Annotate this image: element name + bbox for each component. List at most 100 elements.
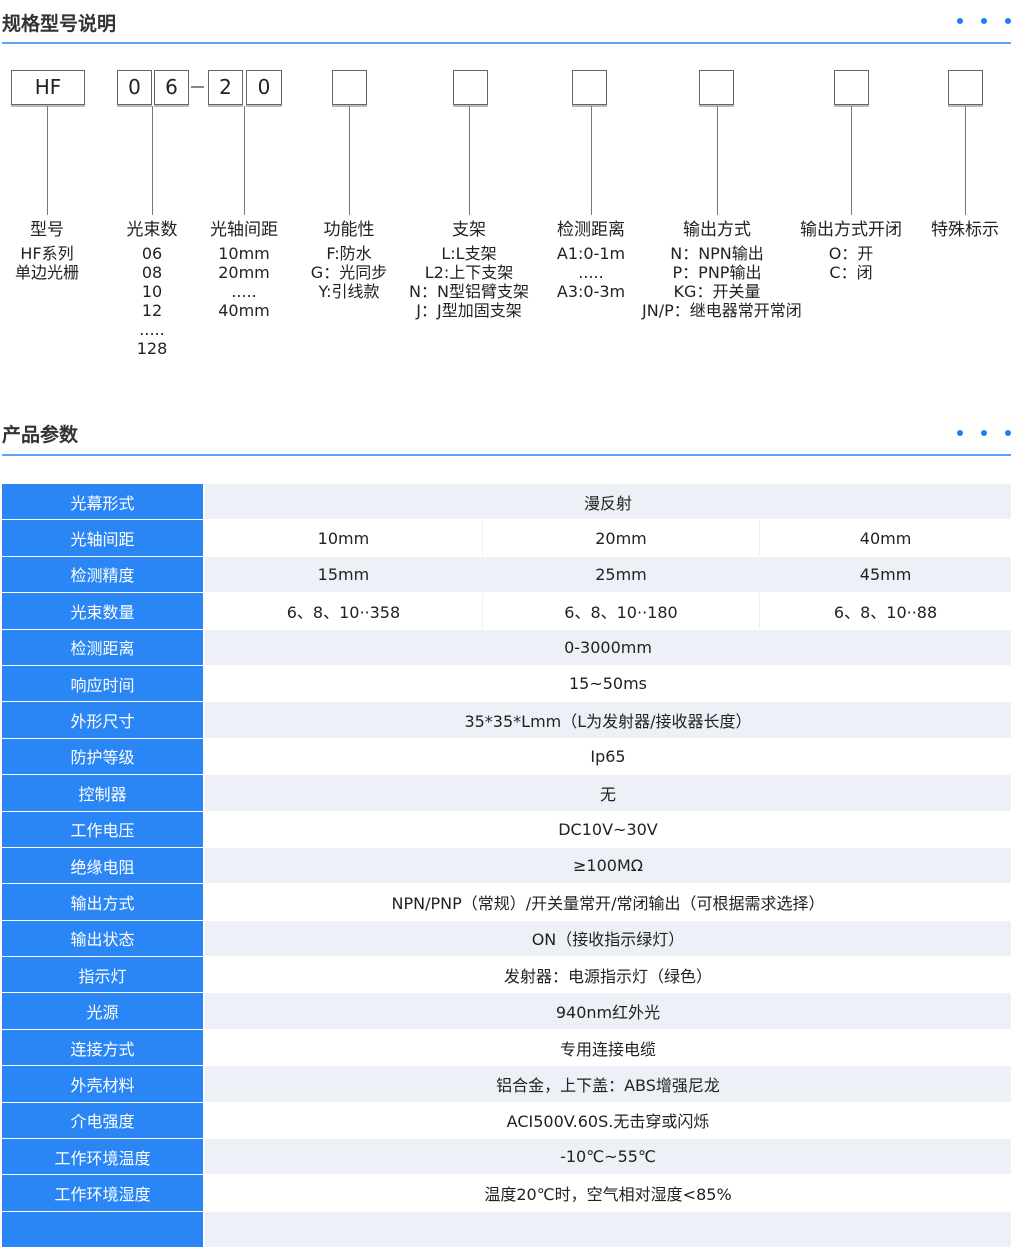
column-heading: 支架 (452, 220, 486, 240)
table-row: 工作环境湿度 温度20℃时，空气相对湿度<85% (2, 1174, 1011, 1212)
connector-line (717, 106, 718, 215)
connector-line (349, 106, 350, 215)
param-value: 0-3000mm (204, 629, 1011, 666)
column-heading: 检测距离 (557, 220, 625, 240)
param-value: 15mm (204, 556, 483, 594)
column-heading: 光轴间距 (210, 220, 278, 240)
table-row (2, 1211, 1011, 1248)
param-name: 光轴间距 (2, 519, 205, 557)
param-value: 35*35*Lmm（L为发射器/接收器长度） (204, 701, 1011, 739)
table-row: 外形尺寸 35*35*Lmm（L为发射器/接收器长度） (2, 701, 1011, 739)
table-row: 输出方式 NPN/PNP（常规）/开关量常开/常闭输出（可根据需求选择） (2, 883, 1011, 921)
param-name: 指示灯 (2, 956, 205, 994)
table-row: 检测精度 15mm 25mm 45mm (2, 556, 1011, 594)
code-column: 支架 L:L支架 L2:上下支架 N：N型铝臂支架 J：J型加固支架 (394, 220, 544, 321)
divider (2, 454, 1011, 456)
code-column: 输出方式开闭 O：开 C：闭 (776, 220, 926, 283)
connector-line (47, 106, 48, 215)
column-values: A1:0-1m ..... A3:0-3m (556, 244, 626, 301)
more-dots-icon (957, 18, 1011, 24)
table-row: 响应时间 15~50ms (2, 665, 1011, 703)
column-heading: 特殊标示 (931, 220, 999, 240)
param-value: DC10V~30V (204, 811, 1011, 848)
code-box: HF (11, 70, 85, 105)
param-value: 15~50ms (204, 665, 1011, 703)
column-heading: 型号 (30, 220, 64, 240)
table-row: 外壳材料 铝合金，上下盖：ABS增强尼龙 (2, 1065, 1011, 1103)
param-name: 绝缘电阻 (2, 847, 205, 885)
param-value: 漫反射 (204, 484, 1011, 521)
param-value: ACI500V.60S.无击穿或闪烁 (204, 1102, 1011, 1140)
param-value: ON（接收指示绿灯） (204, 920, 1011, 958)
param-name: 光源 (2, 992, 205, 1030)
param-value: 温度20℃时，空气相对湿度<85% (204, 1174, 1011, 1212)
code-column: 功能性 F:防水 G：光同步 Y:引线款 (274, 220, 424, 302)
connector-line (469, 106, 470, 215)
param-value: 专用连接电缆 (204, 1029, 1011, 1067)
param-name (2, 1211, 205, 1248)
code-box (699, 70, 734, 105)
column-values: L:L支架 L2:上下支架 N：N型铝臂支架 J：J型加固支架 (409, 244, 529, 320)
param-value: 铝合金，上下盖：ABS增强尼龙 (204, 1065, 1011, 1103)
code-box: 6 (154, 70, 189, 105)
param-value: 6、8、10··180 (481, 592, 760, 630)
column-values: 06 08 10 12 ..... 128 (136, 244, 168, 358)
param-name: 外壳材料 (2, 1065, 205, 1103)
connector-line (244, 106, 245, 215)
table-row: 介电强度 ACI500V.60S.无击穿或闪烁 (2, 1102, 1011, 1140)
param-value: 无 (204, 774, 1011, 812)
section-title-params: 产品参数 (2, 424, 79, 446)
param-value: NPN/PNP（常规）/开关量常开/常闭输出（可根据需求选择） (204, 883, 1011, 921)
table-row: 工作环境温度 -10℃~55℃ (2, 1138, 1011, 1176)
param-value: 940nm红外光 (204, 992, 1011, 1030)
param-value: -10℃~55℃ (204, 1138, 1011, 1176)
param-value: 40mm (759, 519, 1011, 557)
table-row: 工作电压 DC10V~30V (2, 811, 1011, 848)
param-value: 6、8、10··88 (759, 592, 1011, 630)
param-name: 工作电压 (2, 811, 205, 848)
divider (2, 42, 1011, 44)
code-box (453, 70, 488, 105)
column-heading: 输出方式 (683, 220, 751, 240)
column-heading: 输出方式开闭 (800, 220, 902, 240)
param-name: 工作环境湿度 (2, 1174, 205, 1212)
param-name: 输出状态 (2, 920, 205, 958)
table-row: 光轴间距 10mm 20mm 40mm (2, 519, 1011, 557)
table-row: 绝缘电阻 ≥100MΩ (2, 847, 1011, 885)
code-box (948, 70, 983, 105)
param-value: Ip65 (204, 738, 1011, 776)
params-table: 光幕形式 漫反射 光轴间距 10mm 20mm 40mm 检测精度 15mm 25mm 45mm 光… (2, 484, 1011, 1248)
param-name: 连接方式 (2, 1029, 205, 1067)
connector-line (965, 106, 966, 215)
connector-line (152, 106, 153, 215)
column-values: HF系列 单边光栅 (14, 244, 79, 282)
param-value: 6、8、10··358 (204, 592, 483, 630)
table-row: 防护等级 Ip65 (2, 738, 1011, 776)
param-value: ≥100MΩ (204, 847, 1011, 885)
column-values: F:防水 G：光同步 Y:引线款 (310, 244, 388, 301)
code-box (572, 70, 607, 105)
param-name: 控制器 (2, 774, 205, 812)
param-value (204, 1211, 1011, 1248)
table-row: 连接方式 专用连接电缆 (2, 1029, 1011, 1067)
code-box: 2 (208, 70, 243, 105)
connector-line (591, 106, 592, 215)
code-box: 0 (246, 70, 282, 105)
dash (191, 86, 204, 88)
code-column: 输出方式 N：NPN输出 P：PNP输出 KG：开关量 JN/P：继电器常开常闭 (642, 220, 802, 321)
more-dots-icon (957, 430, 1011, 436)
param-value: 20mm (481, 519, 760, 557)
column-heading: 功能性 (323, 220, 375, 240)
param-name: 检测距离 (2, 629, 205, 666)
column-heading: 光束数 (126, 220, 178, 240)
param-name: 光幕形式 (2, 484, 205, 521)
section-title-spec: 规格型号说明 (2, 13, 117, 35)
table-row: 输出状态 ON（接收指示绿灯） (2, 920, 1011, 958)
table-row: 检测距离 0-3000mm (2, 629, 1011, 666)
param-name: 外形尺寸 (2, 701, 205, 739)
table-row: 指示灯 发射器：电源指示灯（绿色） (2, 956, 1011, 994)
table-row: 光幕形式 漫反射 (2, 484, 1011, 521)
param-name: 防护等级 (2, 738, 205, 776)
param-name: 光束数量 (2, 592, 205, 630)
param-name: 介电强度 (2, 1102, 205, 1140)
